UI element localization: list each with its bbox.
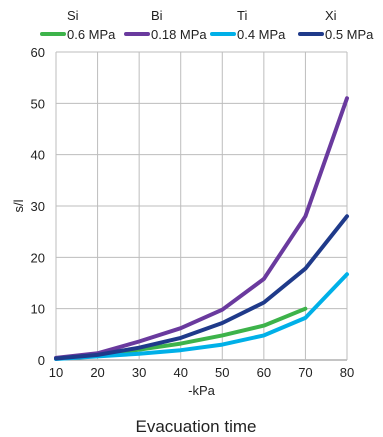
series-line-xi <box>54 214 349 361</box>
y-tick-label: 60 <box>31 45 45 60</box>
x-axis-label: -kPa <box>188 383 216 398</box>
y-tick-label: 10 <box>31 302 45 317</box>
x-tick-label: 20 <box>90 365 104 380</box>
legend-subtitle: 0.18 MPa <box>151 27 207 42</box>
y-axis-ticks: 0 10 20 30 40 50 60 <box>31 45 45 368</box>
y-tick-label: 50 <box>31 96 45 111</box>
x-tick-label: 50 <box>215 365 229 380</box>
x-tick-label: 70 <box>298 365 312 380</box>
chart-caption: Evacuation time <box>136 417 257 436</box>
legend-item-si: Si 0.6 MPa <box>40 8 116 42</box>
legend-name: Ti <box>237 8 247 23</box>
legend-name: Xi <box>325 8 337 23</box>
y-tick-label: 30 <box>31 199 45 214</box>
series-line-ti <box>54 272 349 361</box>
legend-item-xi: Xi 0.5 MPa <box>298 8 374 42</box>
y-tick-label: 20 <box>31 250 45 265</box>
legend-subtitle: 0.4 MPa <box>237 27 286 42</box>
legend-name: Bi <box>151 8 163 23</box>
series-lines <box>54 96 349 361</box>
series-line-bi <box>54 96 349 360</box>
legend-subtitle: 0.5 MPa <box>325 27 374 42</box>
x-tick-label: 60 <box>257 365 271 380</box>
legend-item-ti: Ti 0.4 MPa <box>210 8 286 42</box>
grid <box>55 51 348 361</box>
x-tick-label: 10 <box>49 365 63 380</box>
y-tick-label: 0 <box>38 353 45 368</box>
legend-subtitle: 0.6 MPa <box>67 27 116 42</box>
y-axis-label: s/l <box>11 199 26 212</box>
x-tick-label: 40 <box>173 365 187 380</box>
legend-item-bi: Bi 0.18 MPa <box>124 8 207 42</box>
legend-name: Si <box>67 8 79 23</box>
x-tick-label: 80 <box>340 365 354 380</box>
legend: Si 0.6 MPa Bi 0.18 MPa Ti 0.4 MPa Xi 0.5 MPa <box>40 8 374 42</box>
y-tick-label: 40 <box>31 148 45 163</box>
x-axis-ticks: 10 20 30 40 50 60 70 80 <box>49 365 354 380</box>
x-tick-label: 30 <box>132 365 146 380</box>
